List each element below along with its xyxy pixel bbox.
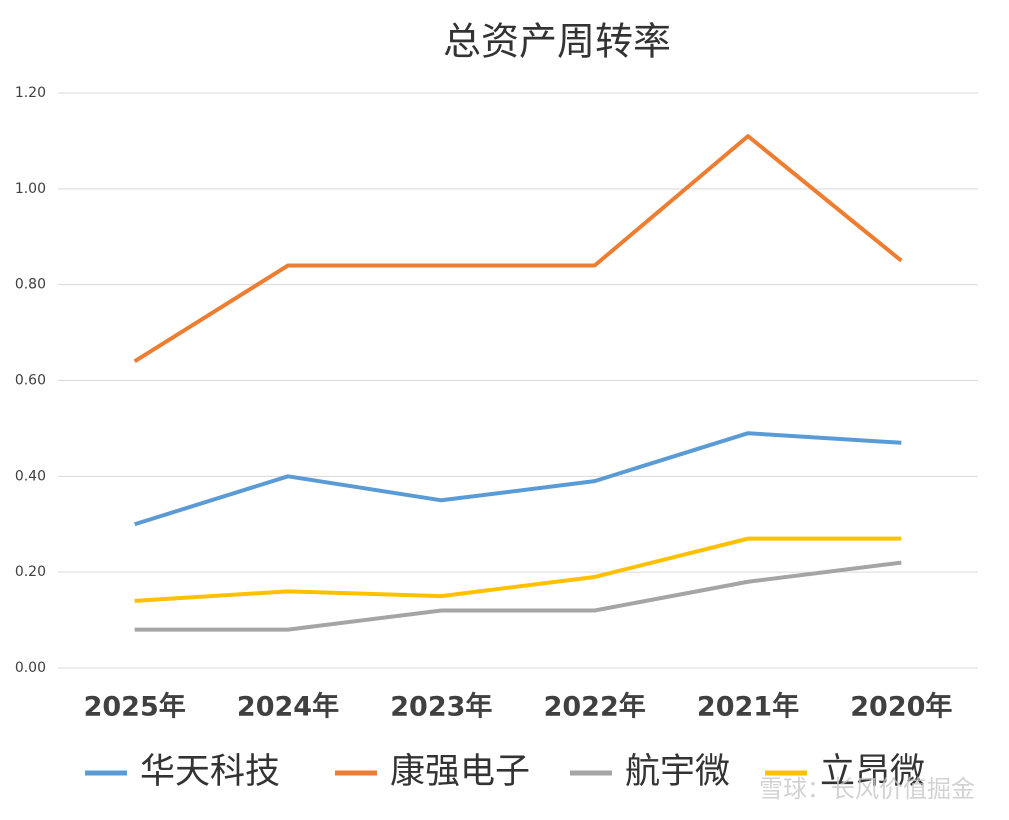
x-tick-label: 2025年 xyxy=(84,691,186,723)
series-line xyxy=(134,560,902,632)
x-tick-label: 2023年 xyxy=(390,691,492,723)
y-tick-label: 0.00 xyxy=(15,660,46,676)
y-tick-label: 1.00 xyxy=(15,181,46,197)
series-line xyxy=(134,536,902,603)
x-tick-label: 2020年 xyxy=(850,691,952,723)
legend-label: 航宇微 xyxy=(625,752,730,792)
series-line xyxy=(134,431,902,527)
y-tick-label: 0.60 xyxy=(15,373,46,389)
x-tick-label: 2021年 xyxy=(697,691,799,723)
y-tick-label: 1.20 xyxy=(15,85,46,101)
series-line xyxy=(133,134,903,364)
x-tick-label: 2024年 xyxy=(237,691,339,723)
chart-title: 总资产周转率 xyxy=(443,20,671,64)
legend-label: 立昂微 xyxy=(820,752,925,792)
watermark: 雪球：长风价值掘金 xyxy=(759,775,975,803)
y-tick-label: 0.20 xyxy=(15,564,46,580)
legend-label: 华天科技 xyxy=(140,752,280,792)
y-tick-label: 0.40 xyxy=(15,468,46,484)
y-tick-label: 0.80 xyxy=(15,277,46,293)
legend-label: 康强电子 xyxy=(390,752,530,792)
x-tick-label: 2022年 xyxy=(544,691,646,723)
